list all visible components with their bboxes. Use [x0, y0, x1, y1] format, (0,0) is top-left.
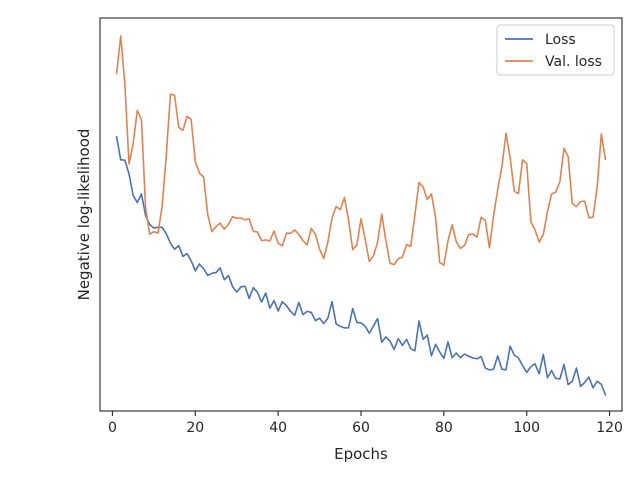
series-layer: [115, 35, 607, 396]
axes-layer: 0 20 40 60 80 100 120: [99, 17, 623, 436]
x-tick-label: 80: [435, 420, 453, 436]
x-tick-label: 20: [186, 420, 204, 436]
x-tick-label: 60: [352, 420, 370, 436]
series-line-val-loss: [115, 35, 607, 266]
legend-box: [496, 24, 615, 76]
axes-frame: [99, 17, 623, 412]
legend: Loss Val. loss: [496, 24, 615, 76]
x-tick-label: 120: [596, 420, 623, 436]
x-tick-label: 0: [108, 420, 117, 436]
x-tick-label: 100: [513, 420, 540, 436]
series-line-loss: [115, 135, 607, 396]
x-axis-label: Epochs: [334, 445, 388, 463]
y-axis-label: Negative log-likelihood: [75, 129, 93, 301]
x-tick-label: 40: [269, 420, 287, 436]
legend-label-loss: Loss: [545, 32, 576, 48]
legend-label-val-loss: Val. loss: [545, 54, 602, 70]
